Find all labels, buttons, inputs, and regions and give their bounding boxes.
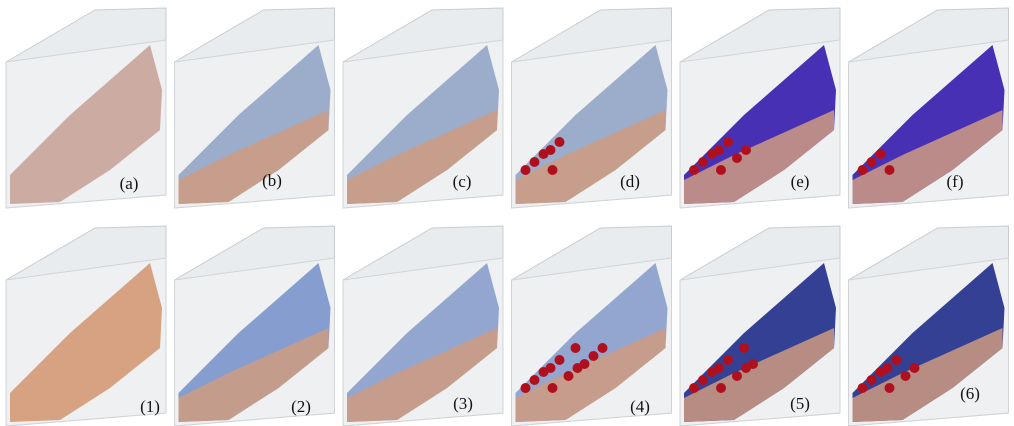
- red-particle: [867, 375, 877, 385]
- figure: (a) (b) (c) (d) (e) (f) (1) (2) (3) (4) (5) (6): [0, 0, 1014, 426]
- red-particle: [714, 363, 724, 373]
- red-particle: [521, 383, 531, 393]
- red-particle: [867, 157, 877, 167]
- red-particle: [530, 157, 540, 167]
- panel-label: (a): [120, 174, 139, 193]
- red-particle: [910, 363, 920, 373]
- panel-label: (e): [791, 172, 810, 191]
- red-particle: [698, 375, 708, 385]
- panel: (2): [175, 226, 335, 426]
- panel-label: (3): [453, 394, 473, 413]
- red-particle: [714, 145, 724, 155]
- red-particle: [748, 359, 758, 369]
- panel-label: (2): [291, 397, 311, 416]
- panel: (a): [6, 8, 166, 208]
- red-particle: [885, 165, 895, 175]
- red-particle: [892, 355, 902, 365]
- red-particle: [741, 145, 751, 155]
- panel: (f): [849, 8, 1009, 208]
- panel-label: (6): [960, 384, 980, 403]
- red-particle: [564, 371, 574, 381]
- red-particle: [689, 383, 699, 393]
- red-particle: [723, 355, 733, 365]
- panel-label: (f): [947, 172, 964, 191]
- panel: (3): [343, 226, 503, 426]
- red-particle: [689, 165, 699, 175]
- panel-label: (b): [262, 171, 282, 190]
- red-particle: [739, 343, 749, 353]
- red-particle: [858, 383, 868, 393]
- red-particle: [716, 165, 726, 175]
- red-particle: [732, 153, 742, 163]
- red-particle: [858, 165, 868, 175]
- red-particle: [589, 351, 599, 361]
- panel-label: (1): [140, 397, 160, 416]
- red-particle: [883, 363, 893, 373]
- panel: (c): [343, 8, 503, 208]
- red-particle: [571, 343, 581, 353]
- red-particle: [732, 371, 742, 381]
- red-particle: [580, 359, 590, 369]
- panel-label: (c): [453, 172, 472, 191]
- red-particle: [530, 375, 540, 385]
- red-particle: [885, 383, 895, 393]
- red-particle: [546, 145, 556, 155]
- red-particle: [716, 383, 726, 393]
- red-particle: [876, 149, 886, 159]
- panel: (e): [680, 8, 840, 208]
- panel: (4): [512, 226, 672, 426]
- panel: (b): [175, 8, 335, 208]
- panel: (1): [6, 226, 166, 426]
- red-particle: [723, 137, 733, 147]
- panel: (5): [680, 226, 840, 426]
- red-particle: [598, 343, 608, 353]
- red-particle: [548, 383, 558, 393]
- red-particle: [555, 355, 565, 365]
- panel: (d): [512, 8, 672, 208]
- panel-label: (5): [790, 394, 810, 413]
- red-particle: [901, 371, 911, 381]
- red-particle: [698, 157, 708, 167]
- red-particle: [555, 137, 565, 147]
- panel-label: (4): [630, 397, 650, 416]
- red-particle: [521, 165, 531, 175]
- panel: (6): [849, 226, 1009, 426]
- red-particle: [548, 165, 558, 175]
- red-particle: [546, 363, 556, 373]
- panel-label: (d): [620, 172, 640, 191]
